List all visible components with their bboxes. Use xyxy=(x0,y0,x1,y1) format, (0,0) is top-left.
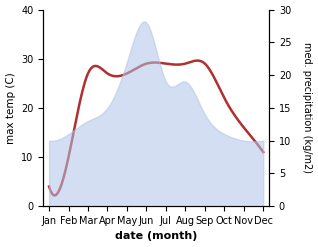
X-axis label: date (month): date (month) xyxy=(115,231,197,242)
Y-axis label: max temp (C): max temp (C) xyxy=(5,72,16,144)
Y-axis label: med. precipitation (kg/m2): med. precipitation (kg/m2) xyxy=(302,42,313,173)
